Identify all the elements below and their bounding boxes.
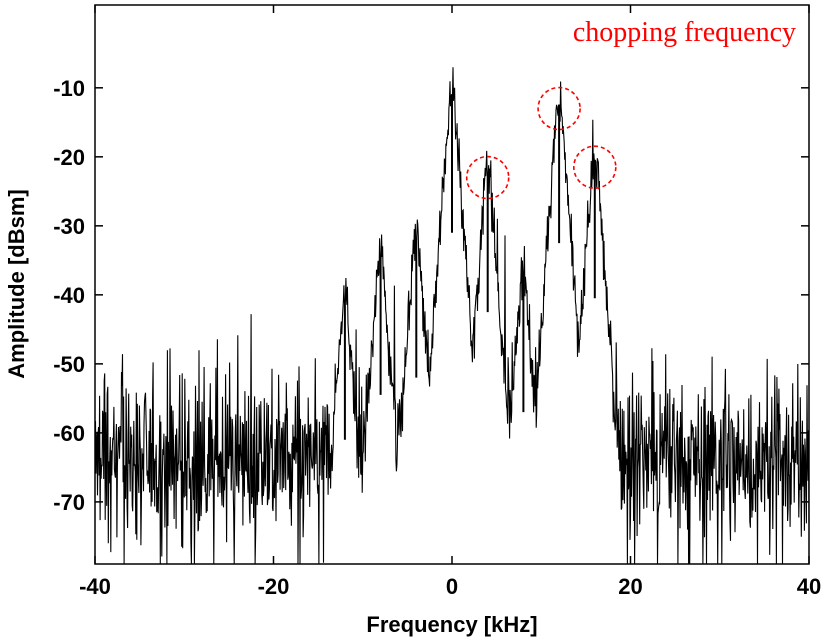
y-tick-label: -20: [53, 145, 85, 170]
x-tick-label: 20: [618, 574, 642, 599]
annotation-circle: [465, 155, 510, 200]
x-axis-label: Frequency [kHz]: [366, 612, 537, 637]
x-tick-label: 0: [446, 574, 458, 599]
x-tick-label: -20: [258, 574, 290, 599]
x-tick-label: -40: [79, 574, 111, 599]
y-tick-label: -60: [53, 421, 85, 446]
chopping-frequency-annotation: chopping frequency: [573, 17, 796, 48]
y-tick-label: -50: [53, 352, 85, 377]
y-axis-label: Amplitude [dBsm]: [4, 189, 29, 378]
y-tick-label: -70: [53, 490, 85, 515]
x-tick-label: 40: [797, 574, 821, 599]
y-tick-label: -40: [53, 283, 85, 308]
y-axis: -10 -20 -30 -40 -50 -60 -70: [53, 76, 809, 515]
spectrum-trace: [94, 67, 810, 565]
spectrum-line: [94, 67, 810, 565]
annotation-group: [465, 86, 617, 200]
annotation-circle: [537, 86, 581, 131]
y-tick-label: -30: [53, 214, 85, 239]
y-tick-label: -10: [53, 76, 85, 101]
annotation-circle: [572, 145, 617, 189]
x-axis: -40 -20 0 20 40: [79, 5, 821, 599]
